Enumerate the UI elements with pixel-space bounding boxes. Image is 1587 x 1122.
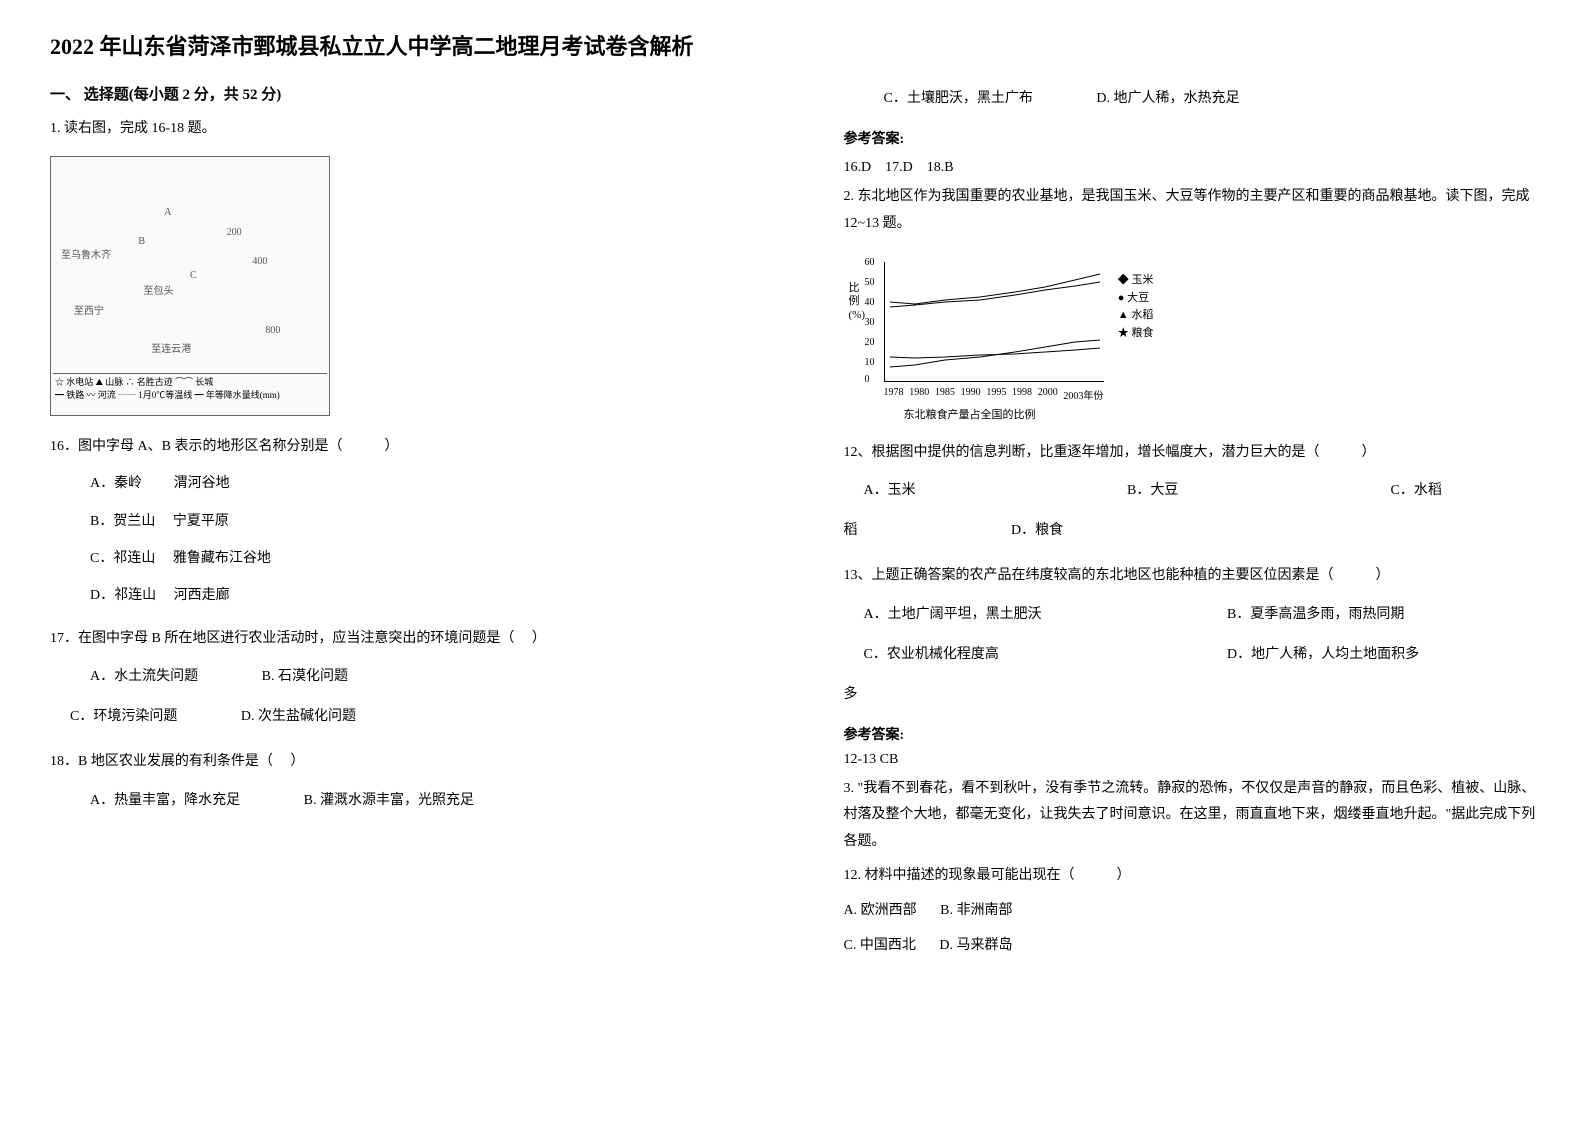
chart-xtick-1998: 1998: [1012, 387, 1032, 402]
q3-stem: 3. "我看不到春花，看不到秋叶，没有季节之流转。静寂的恐怖，不仅仅是声音的静寂…: [844, 776, 1538, 856]
document-title: 2022 年山东省菏泽市鄄城县私立立人中学高二地理月考试卷含解析: [50, 30, 743, 63]
map-label-baotou: 至包头: [144, 282, 174, 297]
q2-sub12-opt-c-cont: 稻: [844, 523, 858, 538]
q2-answer: 12-13 CB: [844, 752, 1538, 768]
chart-axes: 60 50 40 30 20 10 0: [884, 262, 1104, 382]
chart-ytick-10: 10: [865, 357, 875, 368]
chart-caption: 东北粮食产量占全国的比例: [904, 406, 1036, 422]
q1-sub17-opt-b: B. 石漠化问题: [262, 663, 348, 691]
q1-sub16-opt-c: C．祁连山 雅鲁藏布江谷地: [90, 546, 743, 571]
chart-xtick-1995: 1995: [986, 387, 1006, 402]
q1-sub18-opt-c: C．土壤肥沃，黑土广布: [884, 85, 1033, 113]
chart-legend-rice: ▲ 水稻: [1118, 307, 1154, 325]
q3-sub12-opt-a: A. 欧洲西部: [844, 898, 917, 925]
chart-ytick-60: 60: [865, 257, 875, 268]
q2-sub12-stem: 12、根据图中提供的信息判断，比重逐年增加，增长幅度大，潜力巨大的是（ ）: [844, 440, 1538, 465]
chart-xtick-2000: 2000: [1038, 387, 1058, 402]
map-iso-400: 400: [252, 256, 267, 267]
q2-sub13-opt-a: A．土地广阔平坦，黑土肥沃: [864, 601, 1164, 629]
map-marker-b: B: [138, 236, 145, 247]
chart-ytick-20: 20: [865, 337, 875, 348]
q1-sub17-opt-d: D. 次生盐碱化问题: [241, 703, 356, 731]
chart-ytick-0: 0: [865, 374, 870, 385]
q1-map-figure: A B C 200 400 800 至乌鲁木齐 至西宁 至包头 至连云港 ☆ 水…: [50, 156, 330, 416]
chart-ytick-30: 30: [865, 317, 875, 328]
q2-sub12-opt-c: C．水稻: [1391, 477, 1442, 505]
map-label-xining: 至西宁: [74, 302, 104, 317]
chart-ytick-50: 50: [865, 277, 875, 288]
q2-sub13-opt-d: D．地广人稀，人均土地面积多: [1227, 641, 1419, 669]
map-legend-line1: ☆ 水电站 ⛰ 山脉 ∴ 名胜古迹 ⌒⌒ 长城: [55, 376, 325, 389]
chart-xtick-1980: 1980: [909, 387, 929, 402]
chart-legend-grain: ★ 粮食: [1118, 325, 1154, 343]
q1-sub16-opt-b: B．贺兰山 宁夏平原: [90, 509, 743, 534]
map-label-ulumuqi: 至乌鲁木齐: [61, 246, 111, 261]
map-legend-line2: ━ 铁路 〰 河流 ┈┈ 1月0℃等温线 ━ 年等降水量线(mm): [55, 389, 325, 402]
q1-sub18-opt-a: A．热量丰富，降水充足: [90, 787, 240, 815]
q1-sub17-opt-a: A．水土流失问题: [90, 663, 198, 691]
q2-sub12-opt-a: A．玉米: [864, 477, 1064, 505]
q2-sub13-stem: 13、上题正确答案的农产品在纬度较高的东北地区也能种植的主要区位因素是（ ）: [844, 563, 1538, 588]
chart-xlabels: 1978 1980 1985 1990 1995 1998 2000 2003年…: [884, 387, 1104, 402]
map-iso-800: 800: [265, 325, 280, 336]
q1-sub16-stem: 16．图中字母 A、B 表示的地形区名称分别是（ ）: [50, 434, 743, 459]
chart-ylabel: 比 例 (%): [849, 282, 866, 322]
chart-legend-corn: ◆ 玉米: [1118, 272, 1154, 290]
q1-sub17-opt-c: C．环境污染问题: [70, 703, 177, 731]
map-label-lianyun: 至连云港: [151, 340, 191, 355]
chart-ytick-40: 40: [865, 297, 875, 308]
q1-sub18-stem: 18．B 地区农业发展的有利条件是（ ）: [50, 749, 743, 774]
q2-sub12-opt-d: D．粮食: [1011, 517, 1063, 545]
q2-sub13-opt-d-cont: 多: [844, 681, 1538, 709]
q2-chart-figure: 比 例 (%) 60 50 40 30 20 10 0: [844, 252, 1164, 422]
q1-sub18-opt-b: B. 灌溉水源丰富，光照充足: [304, 787, 474, 815]
q1-sub18-opt-d: D. 地广人稀，水热充足: [1096, 85, 1239, 113]
chart-lines-svg: [885, 262, 1105, 382]
map-marker-c: C: [190, 270, 197, 281]
q2-sub13-opt-c: C．农业机械化程度高: [864, 641, 1164, 669]
q1-stem: 1. 读右图，完成 16-18 题。: [50, 116, 743, 141]
q1-sub16-opt-d: D．祁连山 河西走廊: [90, 583, 743, 608]
chart-xtick-1990: 1990: [961, 387, 981, 402]
map-iso-200: 200: [227, 227, 242, 238]
q2-answer-heading: 参考答案:: [844, 724, 1538, 744]
map-marker-a: A: [164, 207, 171, 218]
q1-sub17-stem: 17．在图中字母 B 所在地区进行农业活动时，应当注意突出的环境问题是（ ）: [50, 626, 743, 651]
q2-sub12-opt-b: B．大豆: [1127, 477, 1327, 505]
chart-ylabel-3: (%): [849, 309, 866, 322]
chart-xtick-1978: 1978: [884, 387, 904, 402]
chart-xtick-1985: 1985: [935, 387, 955, 402]
q2-sub13-opt-b: B．夏季高温多雨，雨热同期: [1227, 601, 1404, 629]
chart-legend: ◆ 玉米 ● 大豆 ▲ 水稻 ★ 粮食: [1118, 272, 1154, 342]
q1-answer: 16.D 17.D 18.B: [844, 156, 1538, 176]
map-legend: ☆ 水电站 ⛰ 山脉 ∴ 名胜古迹 ⌒⌒ 长城 ━ 铁路 〰 河流 ┈┈ 1月0…: [53, 373, 327, 413]
q1-sub16-opt-a: A．秦岭 渭河谷地: [90, 471, 743, 496]
chart-ylabel-2: 例: [849, 295, 866, 308]
q3-sub12-stem: 12. 材料中描述的现象最可能出现在（ ）: [844, 863, 1538, 890]
q2-stem: 2. 东北地区作为我国重要的农业基地，是我国玉米、大豆等作物的主要产区和重要的商…: [844, 184, 1538, 237]
chart-ylabel-1: 比: [849, 282, 866, 295]
chart-xtick-2003: 2003年份: [1063, 387, 1103, 402]
chart-legend-soy: ● 大豆: [1118, 290, 1154, 308]
q3-sub12-opt-d: D. 马来群岛: [939, 933, 1012, 960]
q1-answer-heading: 参考答案:: [844, 128, 1538, 148]
q3-sub12-opt-c: C. 中国西北: [844, 933, 916, 960]
q3-sub12-opt-b: B. 非洲南部: [940, 898, 1012, 925]
section-heading: 一、 选择题(每小题 2 分，共 52 分): [50, 83, 743, 104]
